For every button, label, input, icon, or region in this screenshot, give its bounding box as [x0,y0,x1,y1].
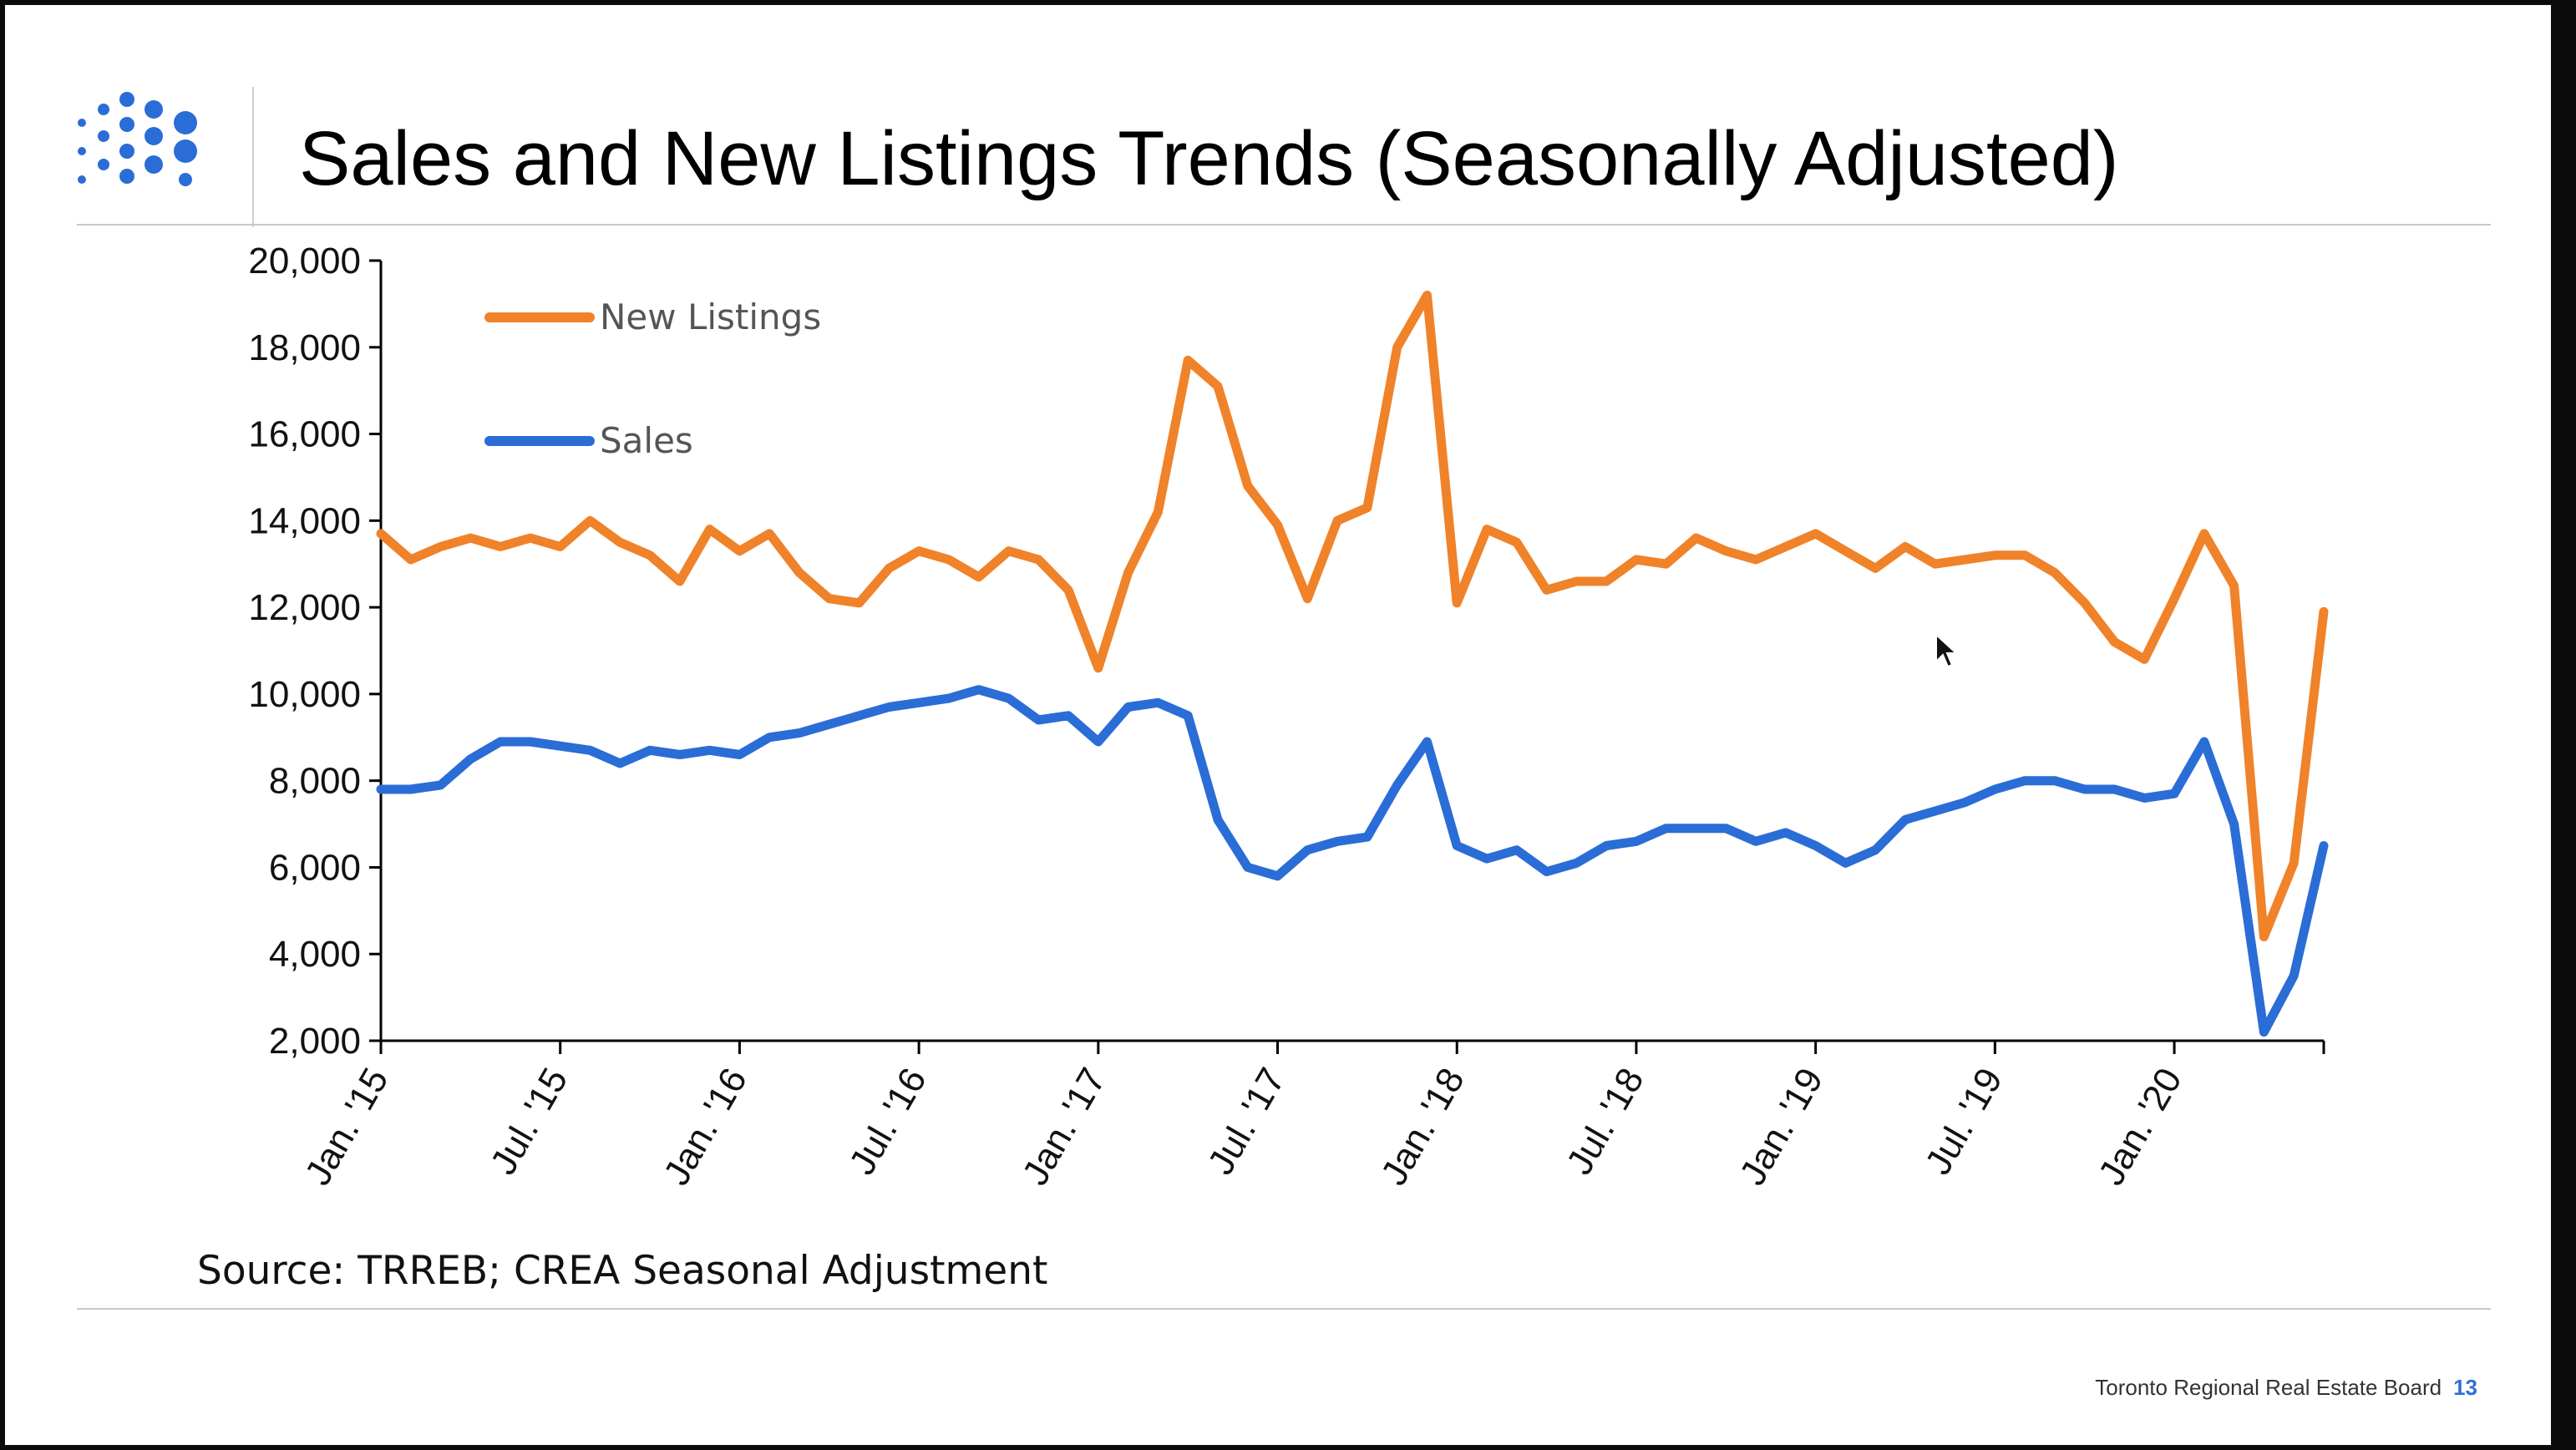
line-chart: 2,000 4,000 6,000 8,000 10,000 12,000 14,000 16… [248,241,2329,1193]
y-tick-label: 4,000 [269,934,361,975]
mouse-cursor-icon [1935,633,1959,668]
footer-org: Toronto Regional Real Estate Board [2095,1375,2442,1400]
y-tick-label: 12,000 [248,587,361,628]
x-tick-label: Jan. '20 [2091,1062,2190,1193]
x-tick-label: Jul. '18 [1559,1062,1651,1182]
y-tick-label: 6,000 [269,847,361,888]
y-tick-label: 14,000 [248,500,361,541]
slide-footer: Toronto Regional Real Estate Board 13 [2077,1375,2477,1401]
slide-title: Sales and New Listings Trends (Seasonall… [299,116,2119,201]
y-tick-label: 8,000 [269,761,361,802]
y-tick-label: 2,000 [269,1021,361,1062]
header-rule [77,224,2491,226]
y-tick-label: 18,000 [248,327,361,368]
page-number: 13 [2453,1375,2477,1400]
legend-label: New Listings [600,297,821,337]
series-line-new-listings [376,291,2329,941]
slide: Sales and New Listings Trends (Seasonall… [5,5,2551,1445]
header-separator [252,87,254,227]
x-tick-label: Jan. '16 [656,1062,755,1193]
x-tick-label: Jan. '18 [1373,1062,1473,1193]
x-tick-label: Jul. '15 [483,1062,576,1182]
trreb-logo-icon [78,92,197,186]
source-note: Source: TRREB; CREA Seasonal Adjustment [197,1248,1048,1294]
x-tick-label: Jan. '19 [1732,1062,1832,1193]
x-tick-label: Jul. '17 [1200,1062,1293,1182]
y-tick-label: 10,000 [248,674,361,715]
y-tick-label: 16,000 [248,414,361,455]
y-tick-label: 20,000 [248,241,361,281]
x-tick-label: Jan. '15 [297,1062,397,1193]
legend-label: Sales [600,420,693,461]
x-tick-label: Jan. '17 [1015,1062,1114,1193]
footer-rule [77,1308,2491,1310]
x-tick-label: Jul. '16 [841,1062,934,1182]
series-line-sales [376,685,2329,1037]
x-tick-label: Jul. '19 [1918,1062,2011,1182]
